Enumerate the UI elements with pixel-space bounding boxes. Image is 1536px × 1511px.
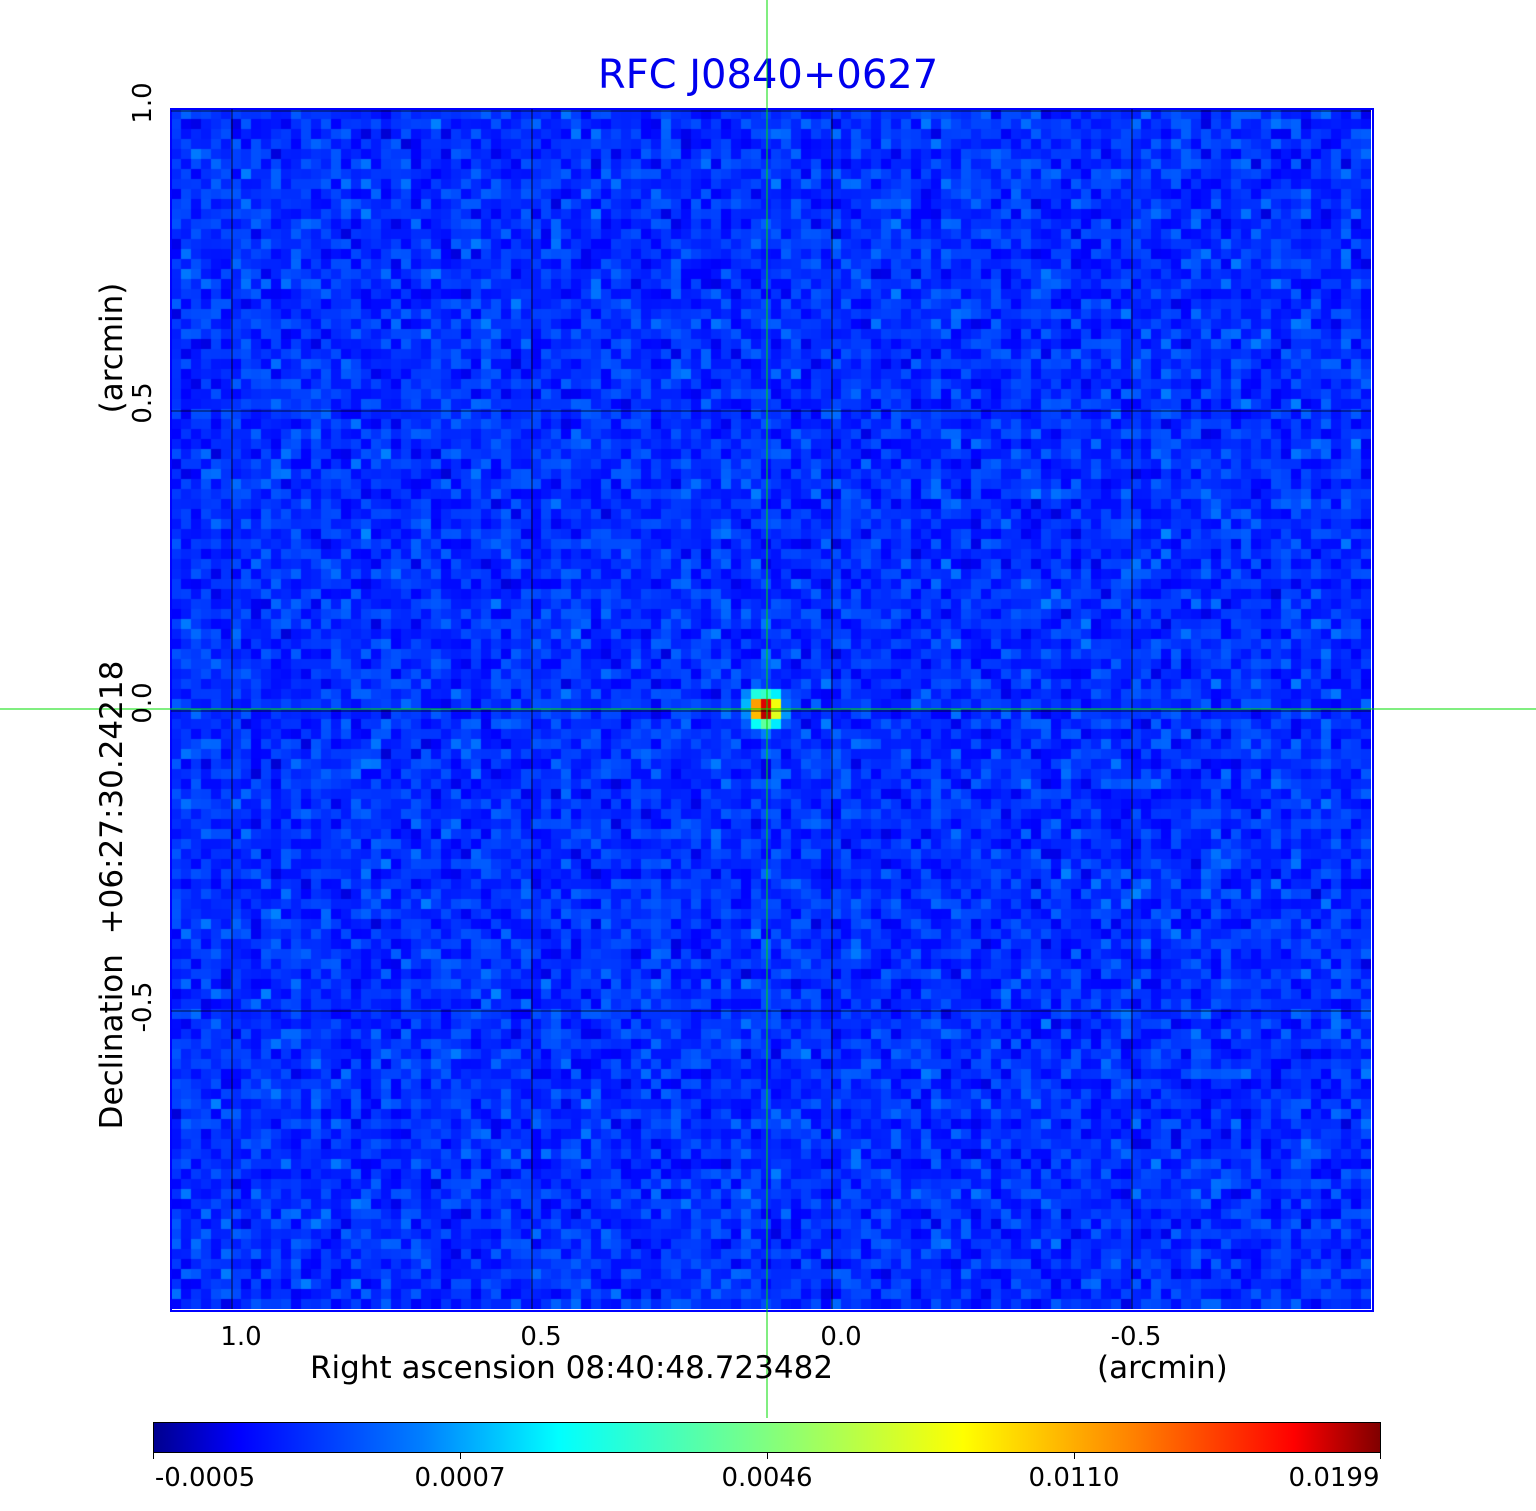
x-tick-label: 0.0 <box>820 1322 862 1352</box>
plot-frame <box>170 108 1374 1312</box>
colorbar-tick <box>1074 1453 1075 1459</box>
x-tick-label: -0.5 <box>1110 1322 1162 1352</box>
y-tick-label: 0.5 <box>128 382 158 424</box>
colorbar-tick <box>460 1453 461 1459</box>
chart-title: RFC J0840+0627 <box>597 52 939 98</box>
y-tick-label: 1.0 <box>128 82 158 124</box>
y-tick-label: -0.5 <box>128 981 158 1033</box>
x-tick-label: 0.5 <box>520 1322 562 1352</box>
colorbar-tick <box>767 1453 768 1459</box>
x-axis-unit: (arcmin) <box>1097 1350 1228 1386</box>
colorbar-tick-label: 0.0007 <box>414 1463 506 1493</box>
y-tick-label: 0.0 <box>128 682 158 724</box>
y-axis-unit: (arcmin) <box>94 282 130 414</box>
x-axis-label: Right ascension 08:40:48.723482 <box>310 1350 834 1386</box>
colorbar-tick-label: -0.0005 <box>154 1463 256 1493</box>
colorbar <box>153 1422 1381 1453</box>
colorbar-tick-label: 0.0199 <box>1288 1463 1380 1493</box>
x-tick-label: 1.0 <box>220 1322 262 1352</box>
y-axis-label: Declination +06:27:30.24218 <box>94 660 130 1130</box>
colorbar-tick-label: 0.0046 <box>721 1463 813 1493</box>
colorbar-tick-label: 0.0110 <box>1028 1463 1120 1493</box>
colorbar-tick <box>1380 1453 1381 1459</box>
colorbar-tick <box>153 1453 154 1459</box>
